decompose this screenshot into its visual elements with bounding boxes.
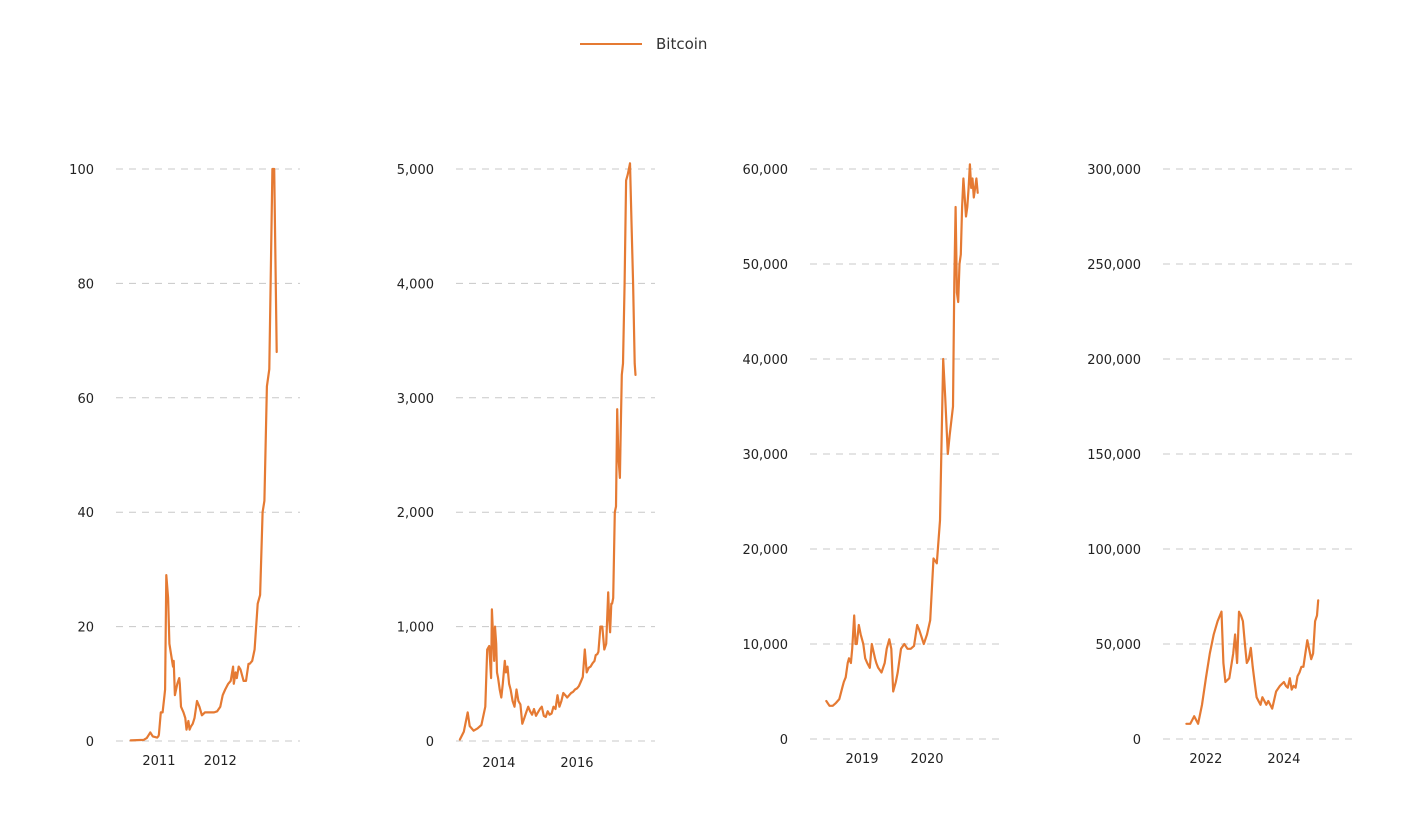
y-tick-label: 30,000 xyxy=(743,448,789,463)
y-tick-label: 20,000 xyxy=(743,543,789,558)
x-tick-label: 2012 xyxy=(204,754,237,769)
y-tick-label: 1,000 xyxy=(397,621,434,636)
y-tick-label: 200,000 xyxy=(1087,353,1141,368)
y-tick-label: 50,000 xyxy=(743,258,789,273)
y-tick-label: 40 xyxy=(77,506,94,521)
y-tick-label: 3,000 xyxy=(397,392,434,407)
x-tick-label: 2019 xyxy=(845,752,878,767)
y-tick-label: 100,000 xyxy=(1087,543,1141,558)
x-tick-label: 2011 xyxy=(142,754,175,769)
y-tick-label: 5,000 xyxy=(397,163,434,178)
series-line-bitcoin xyxy=(458,162,637,741)
chart-panel-1: 0 20 40 60 80 100 2011 2012 xyxy=(69,163,300,769)
legend-label: Bitcoin xyxy=(656,35,708,53)
y-tick-label: 80 xyxy=(77,277,94,292)
y-tick-label: 0 xyxy=(1133,733,1141,748)
y-tick-label: 4,000 xyxy=(397,277,434,292)
x-tick-label: 2024 xyxy=(1267,752,1300,767)
y-tick-label: 20 xyxy=(77,621,94,636)
y-tick-label: 60 xyxy=(77,392,94,407)
y-tick-label: 10,000 xyxy=(743,638,789,653)
y-tick-label: 60,000 xyxy=(743,163,789,178)
y-tick-label: 300,000 xyxy=(1087,163,1141,178)
x-tick-label: 2022 xyxy=(1189,752,1222,767)
y-tick-label: 2,000 xyxy=(397,506,434,521)
y-tick-label: 40,000 xyxy=(743,353,789,368)
legend: Bitcoin xyxy=(580,32,707,56)
y-tick-label: 0 xyxy=(426,735,434,750)
x-tick-label: 2020 xyxy=(910,752,943,767)
legend-swatch xyxy=(580,43,642,45)
series-line-bitcoin xyxy=(129,167,278,742)
chart-panel-4: 0 50,000 100,000 150,000 200,000 250,000 300,0… xyxy=(1087,163,1358,767)
series-line-bitcoin xyxy=(1185,599,1320,725)
chart-panel-3: 0 10,000 20,000 30,000 40,000 50,000 60,000 201… xyxy=(743,163,1005,767)
chart-panel-2: 0 1,000 2,000 3,000 4,000 5,000 2014 2016 xyxy=(397,162,655,771)
y-tick-label: 250,000 xyxy=(1087,258,1141,273)
y-tick-label: 0 xyxy=(780,733,788,748)
x-tick-label: 2014 xyxy=(482,756,515,771)
y-tick-label: 100 xyxy=(69,163,94,178)
series-line-bitcoin xyxy=(825,163,979,707)
x-tick-label: 2016 xyxy=(560,756,593,771)
y-tick-label: 0 xyxy=(86,735,94,750)
y-tick-label: 150,000 xyxy=(1087,448,1141,463)
y-tick-label: 50,000 xyxy=(1096,638,1142,653)
